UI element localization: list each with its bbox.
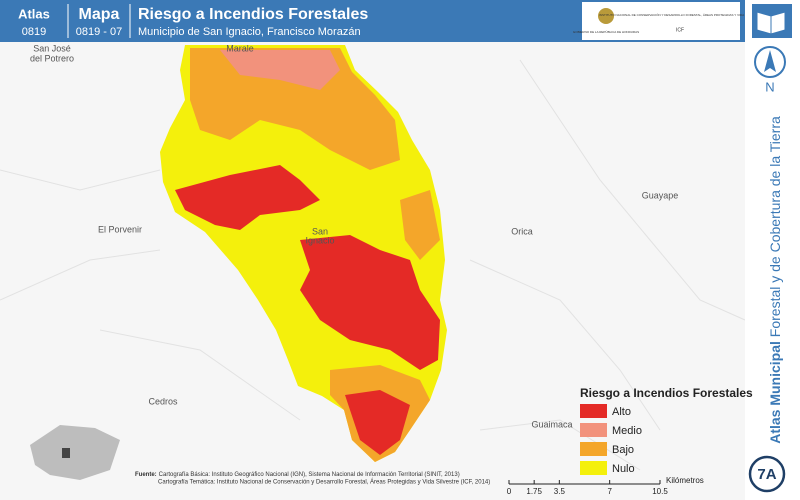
place-label: San — [312, 226, 328, 236]
logo-emblem — [598, 8, 614, 24]
source: Fuente: Cartografía Básica: Instituto Geo… — [135, 472, 460, 478]
place-label: Ignacio — [305, 235, 334, 245]
source-label: Fuente: — [135, 472, 157, 478]
subtitle: Municipio de San Ignacio, Francisco Mora… — [138, 26, 361, 38]
legend: Riesgo a Incendios Forestales Alto Medio B… — [580, 386, 753, 475]
logo-left-text: GOBIERNO DE LA REPÚBLICA DE HONDURAS — [573, 29, 639, 34]
north-circle — [754, 46, 786, 78]
scale-tick-label: 1.75 — [526, 487, 542, 496]
scale-tick-label: 0 — [507, 487, 512, 496]
legend-swatch — [580, 442, 607, 456]
legend-title: Riesgo a Incendios Forestales — [580, 386, 753, 400]
place-label: Orica — [511, 226, 533, 236]
vertical-title: Atlas Municipal Forestal y de Cobertura … — [767, 116, 783, 444]
legend-label: Nulo — [612, 463, 635, 475]
scale-unit: Kilómetros — [666, 476, 704, 485]
logo-right-short: ICF — [676, 27, 684, 33]
source-line: Cartografía Básica: Instituto Geográfico… — [159, 472, 460, 478]
place-label: San José — [33, 43, 71, 53]
scale-tick-label: 3.5 — [554, 487, 566, 496]
badge — [748, 455, 786, 493]
place-label: del Potrero — [30, 53, 74, 63]
vertical-title-rest: Forestal y de Cobertura de la Tierra — [767, 116, 783, 341]
atlas-label: Atlas — [18, 6, 50, 21]
vertical-title-bold: Atlas Municipal — [767, 341, 783, 444]
scale-tick-label: 10.5 — [652, 487, 668, 496]
map-code: 0819 - 07 — [76, 26, 122, 38]
place-label: Guayape — [642, 190, 679, 200]
book-shape — [756, 11, 786, 35]
legend-swatch — [580, 423, 607, 437]
map-label: Mapa — [79, 6, 120, 23]
legend-label: Bajo — [612, 444, 634, 456]
north-label: N — [765, 79, 774, 94]
legend-swatch — [580, 404, 607, 418]
scale-bar: 0 1.75 3.5 7 10.5 Kilómetros — [507, 476, 704, 496]
sidebar — [745, 0, 800, 500]
place-label: Marale — [226, 43, 254, 53]
scale-tick-label: 7 — [607, 487, 612, 496]
north-arrow — [764, 50, 776, 72]
atlas-code: 0819 — [22, 26, 46, 38]
risk-patches — [175, 48, 440, 462]
legend-label: Medio — [612, 425, 642, 437]
legend-label: Alto — [612, 406, 631, 418]
boundaries — [0, 59, 746, 471]
legend-swatch — [580, 461, 607, 475]
place-label: El Porvenir — [98, 224, 142, 234]
country-inset — [30, 425, 120, 480]
title: Riesgo a Incendios Forestales — [138, 6, 368, 23]
source-line: Cartografía Temática: Instituto Nacional… — [158, 479, 490, 486]
logo-right-text: INSTITUTO NACIONAL DE CONSERVACIÓN Y DES… — [599, 12, 761, 17]
place-label: Guaimaca — [531, 419, 572, 429]
place-label: Cedros — [148, 396, 178, 406]
badge-label: 7A — [757, 466, 776, 483]
